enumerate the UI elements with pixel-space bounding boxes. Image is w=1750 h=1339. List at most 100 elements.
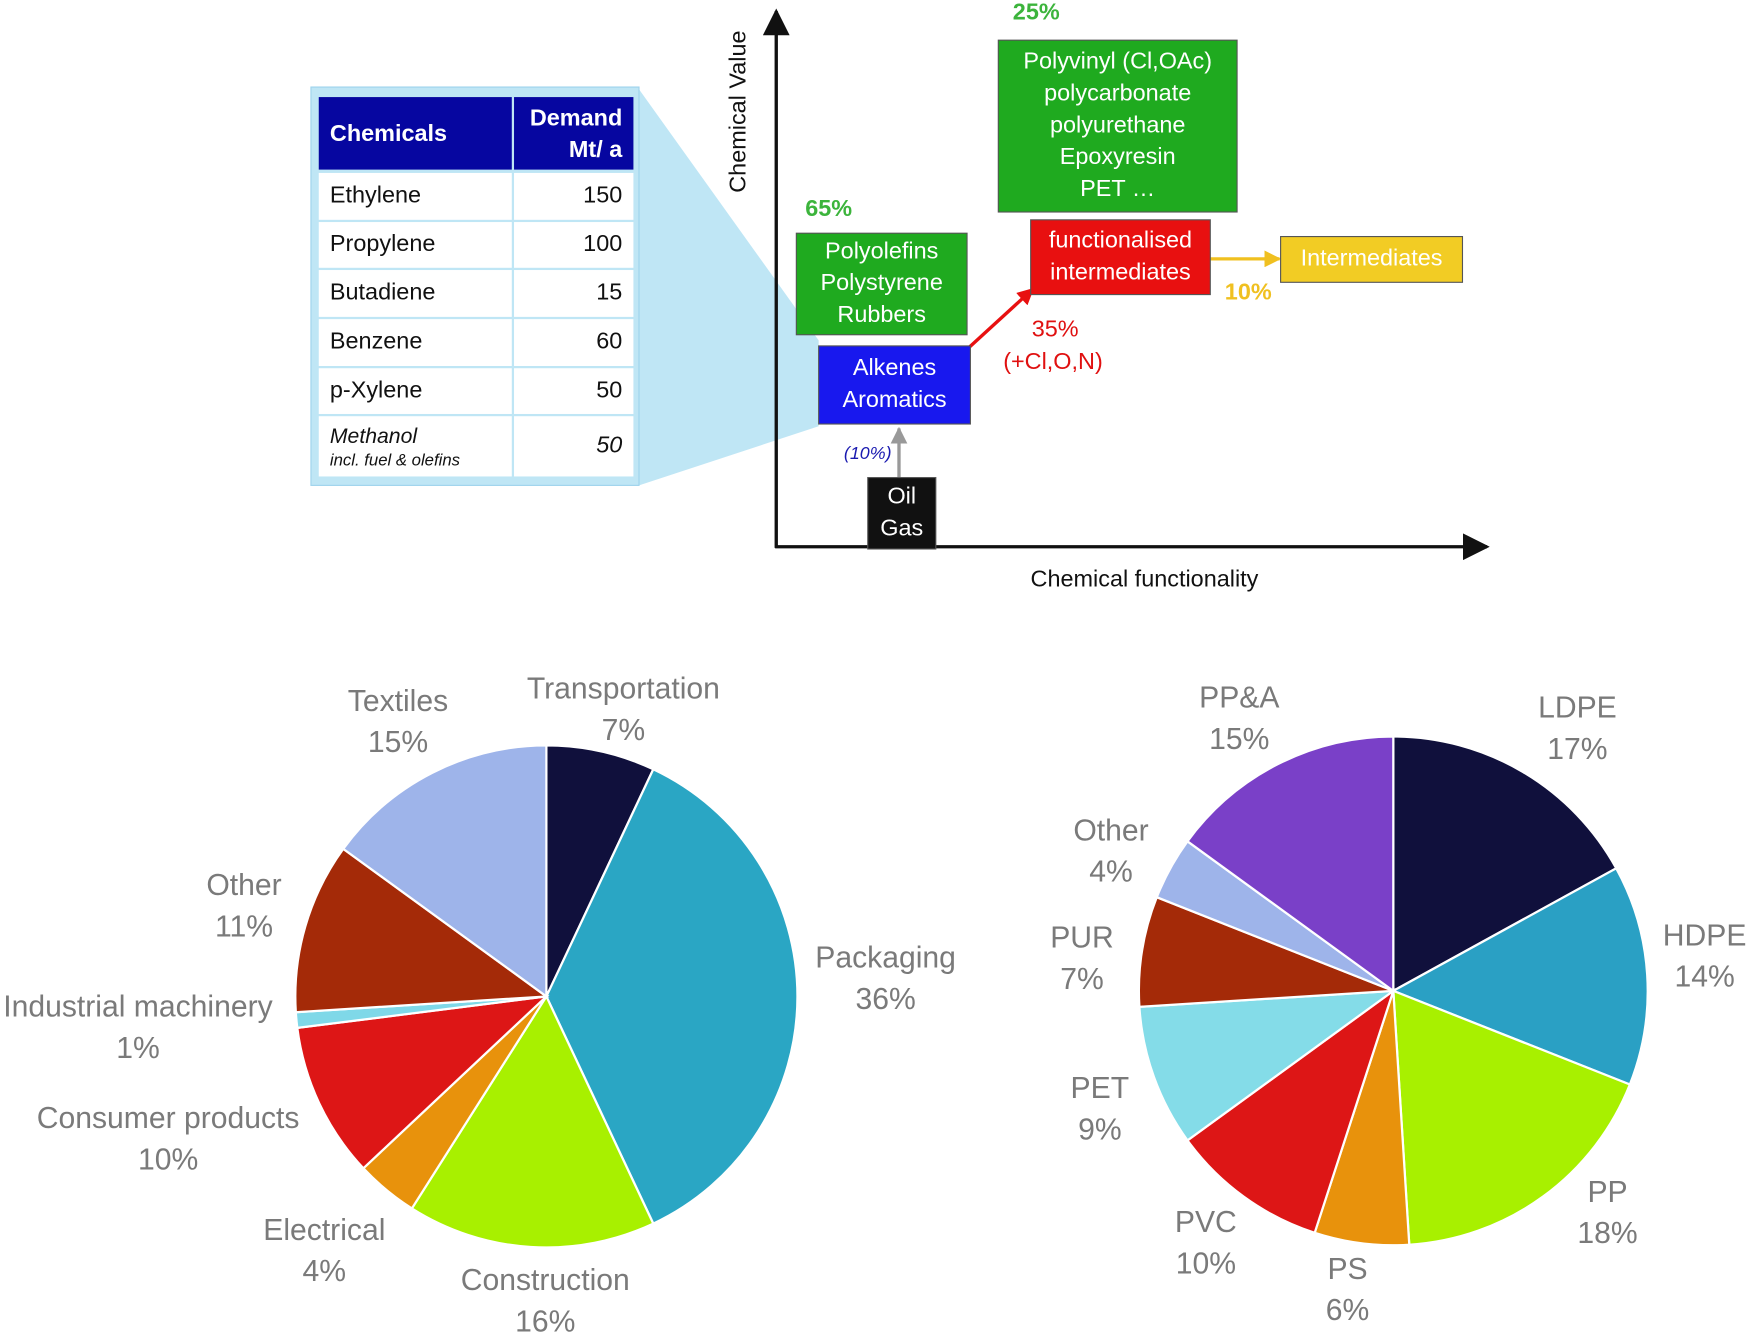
slice-label: Other: [206, 869, 281, 902]
slice-value: 7%: [1060, 963, 1104, 996]
slice-value: 15%: [1209, 723, 1269, 756]
node-label: polycarbonate: [1044, 79, 1191, 105]
node-label: Alkenes: [853, 354, 936, 380]
table-cell: [514, 416, 634, 477]
pie-slice: [1137, 895, 1394, 1009]
node-box: [1030, 219, 1211, 296]
cell-value: 50: [596, 376, 622, 402]
pie-slice: [296, 994, 550, 1170]
node-label: Oil: [887, 483, 916, 509]
callout: [639, 89, 819, 486]
cell-value: 100: [583, 230, 622, 256]
annotation: 10%: [1225, 279, 1272, 305]
header-cell: Chemicals: [330, 120, 447, 146]
cell-text: p-Xylene: [330, 376, 422, 402]
annotation: (10%): [844, 443, 892, 463]
slice-label: PET: [1071, 1072, 1130, 1105]
cell-value: 50: [596, 432, 622, 458]
slice-label: HDPE: [1663, 919, 1747, 952]
table-cell: [514, 222, 634, 268]
node-label: intermediates: [1050, 258, 1191, 284]
pie-slice: [1185, 987, 1396, 1235]
slice-label: Textiles: [348, 685, 448, 718]
pie-slice: [545, 767, 799, 1226]
table-cell: [514, 270, 634, 317]
header-cell: Demand: [530, 105, 622, 131]
node-label: Rubbers: [837, 301, 926, 327]
header-cell: Mt/ a: [569, 136, 623, 162]
node-label: Gas: [880, 514, 923, 540]
cell-text: Methanol: [330, 425, 418, 448]
slice-value: 10%: [1176, 1247, 1236, 1280]
node-label: Polystyrene: [821, 269, 943, 295]
pie-slice: [294, 847, 550, 1014]
cell-text: Benzene: [330, 328, 422, 354]
node-box: [867, 477, 937, 550]
pie-slice: [341, 744, 548, 999]
node-label: Epoxyresin: [1060, 143, 1176, 169]
pie-slice: [545, 744, 655, 997]
node-label: polyurethane: [1050, 111, 1185, 137]
cell-note: incl. fuel & olefins: [330, 450, 461, 469]
cell-value: 150: [583, 182, 622, 208]
slice-value: 6%: [1326, 1294, 1370, 1327]
table-cell: [318, 222, 512, 268]
slice-value: 14%: [1674, 961, 1734, 994]
pie-slice: [410, 994, 655, 1249]
slice-value: 15%: [368, 726, 428, 759]
node-label: Aromatics: [842, 386, 946, 412]
slice-label: PUR: [1050, 921, 1114, 954]
slice-label: Other: [1073, 814, 1148, 847]
table-cell: [514, 368, 634, 414]
slice-value: 7%: [602, 714, 646, 747]
pie-slice: [1392, 989, 1632, 1246]
slice-value: 17%: [1547, 733, 1607, 766]
table-cell: [318, 319, 512, 366]
slice-value: 9%: [1078, 1113, 1122, 1146]
table-cell: [318, 368, 512, 414]
table-header: [514, 97, 634, 170]
axis-title: Chemical functionality: [1031, 565, 1259, 591]
slice-value: 4%: [303, 1255, 347, 1288]
slice-label: Electrical: [263, 1214, 385, 1247]
axis-title: Chemical Value: [725, 30, 751, 192]
annotation: 65%: [805, 195, 852, 221]
slice-label: LDPE: [1538, 692, 1617, 725]
table-cell: [318, 270, 512, 317]
node-box: [818, 345, 971, 425]
node-box: [997, 39, 1238, 213]
cell-value: 15: [596, 279, 622, 305]
slice-value: 1%: [116, 1032, 160, 1065]
arrow: [965, 287, 1035, 351]
slice-value: 10%: [138, 1144, 198, 1177]
pie-slice: [1390, 866, 1649, 1086]
slice-label: Transportation: [527, 673, 720, 706]
slice-label: PP: [1587, 1176, 1627, 1209]
node-box: [795, 232, 968, 336]
table-header: [318, 97, 512, 170]
node-label: functionalised: [1049, 226, 1192, 252]
table-cell: [318, 416, 512, 477]
slice-label: Industrial machinery: [3, 991, 272, 1024]
node-label: Intermediates: [1301, 245, 1443, 271]
cell-text: Ethylene: [330, 182, 421, 208]
slice-label: PP&A: [1199, 682, 1280, 715]
table-cell: [318, 172, 512, 220]
node-label: Polyolefins: [825, 237, 938, 263]
slice-value: 36%: [855, 983, 915, 1016]
node-label: PET …: [1080, 175, 1155, 201]
node-label: Polyvinyl (Cl,OAc): [1023, 48, 1212, 74]
table-cell: [514, 319, 634, 366]
cell-text: Propylene: [330, 230, 435, 256]
pie-slice: [1392, 735, 1618, 993]
pie-slice: [1138, 989, 1398, 1142]
cell-text: Butadiene: [330, 279, 436, 305]
slice-value: 18%: [1577, 1217, 1637, 1250]
annotation: (+Cl,O,N): [1003, 348, 1103, 374]
pie-slice: [1185, 735, 1395, 994]
cell-value: 60: [596, 328, 622, 354]
annotation: 35%: [1032, 315, 1079, 341]
annotation: 25%: [1013, 0, 1060, 25]
slice-value: 16%: [515, 1305, 575, 1338]
